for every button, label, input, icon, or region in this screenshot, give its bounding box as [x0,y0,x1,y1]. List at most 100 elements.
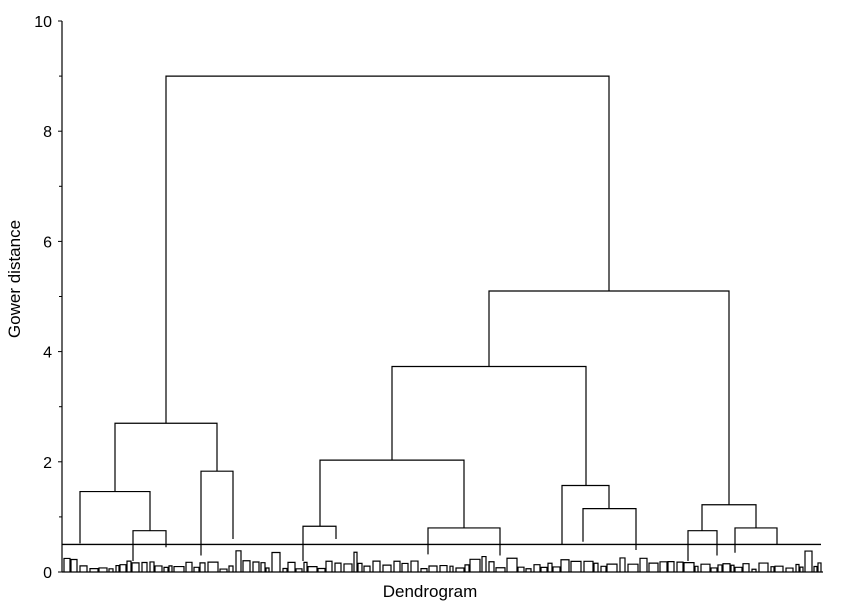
dendrogram-link [391,365,587,486]
dendrogram-link [168,565,173,572]
dendrogram-link [517,566,525,572]
dendrogram-link [357,562,363,572]
dendrogram-link [334,562,342,572]
dendrogram-link [804,550,813,572]
dendrogram-link [449,565,454,572]
dendrogram-link [488,561,495,572]
dendrogram-link [676,561,684,572]
dendrogram-link [540,566,548,572]
dendrogram-link [185,561,193,572]
dendrogram-link [561,484,610,545]
dendrogram-link [271,551,281,572]
dendrogram-link [687,530,718,561]
dendrogram-link [353,551,358,572]
dendrogram-link [317,567,326,572]
dendrogram-link [363,565,371,572]
y-tick-label: 2 [43,455,52,472]
dendrogram-link [742,563,750,572]
dendrogram-link [751,568,757,572]
dendrogram-link [173,565,185,572]
dendrogram-link [785,567,794,572]
dendrogram-tree [63,75,822,572]
dendrogram-link [207,561,219,572]
dendrogram-link [119,564,127,572]
dendrogram-link [200,470,234,556]
dendrogram-link [114,422,218,492]
dendrogram-link [252,561,260,572]
dendrogram-link [149,561,155,572]
dendrogram-link [667,561,675,572]
dendrogram-link [770,566,775,572]
dendrogram-link [307,566,318,572]
dendrogram-link [439,564,448,572]
dendrogram-link [570,560,582,572]
dendrogram-link [382,564,392,572]
dendrogram-link [701,504,757,531]
dendrogram-link [469,558,481,572]
dendrogram-link [343,563,353,572]
dendrogram-link [98,567,108,572]
dendrogram-link [495,567,506,572]
dendrogram-link [813,565,818,572]
dendrogram-link [583,560,594,572]
dendrogram-link [606,563,618,572]
dendrogram-link [282,567,288,572]
dendrogram-link [410,560,419,572]
dendrogram-link [420,568,428,572]
dendrogram-link [734,566,743,572]
dendrogram-link [126,560,132,572]
dendrogram-link [295,568,303,572]
dendrogram-link [287,561,296,572]
dendrogram-link [108,568,114,572]
dendrogram-link [265,567,270,572]
dendrogram-link [302,525,337,561]
dendrogram-link [70,558,78,572]
dendrogram-link [481,555,487,572]
dendrogram-link [163,566,169,572]
dendrogram-link [683,562,695,572]
dendrogram-link [722,563,731,572]
dendrogram-link [700,563,711,572]
dendrogram-link [260,562,266,572]
dendrogram-link [79,490,151,544]
dendrogram-link [600,565,607,572]
y-axis: 0 2 4 6 8 10 [34,14,823,582]
x-axis-title: Dendrogram [383,582,478,601]
dendrogram-link [242,560,251,572]
dendrogram-link [710,567,718,572]
dendrogram-link [627,563,639,572]
dendrogram-link [303,561,308,572]
dendrogram-link [560,559,570,572]
dendrogram-link [552,566,561,572]
y-axis-title: Gower distance [5,220,24,338]
dendrogram-link [235,550,242,572]
dendrogram-link [547,562,553,572]
dendrogram-link [193,566,200,572]
dendrogram-link [582,508,637,550]
dendrogram-link [506,557,518,572]
dendrogram-link [455,567,465,572]
dendrogram-link [533,564,541,572]
dendrogram-link [593,562,599,572]
dendrogram-link [401,562,409,572]
dendrogram-link [199,562,206,572]
dendrogram-link [219,568,228,572]
y-tick-label: 4 [43,345,52,362]
dendrogram-link [619,557,626,572]
dendrogram-link [488,290,730,505]
dendrogram-link [132,530,167,561]
dendrogram-link [372,560,381,572]
dendrogram-link [799,566,804,572]
dendrogram-link [393,560,401,572]
dendrogram-link [228,565,234,572]
y-tick-label: 8 [43,124,52,141]
dendrogram-link [648,562,659,572]
dendrogram-link [325,560,333,572]
dendrogram-link [79,565,88,572]
dendrogram-link [734,527,778,553]
dendrogram-link [154,565,163,572]
y-tick-label: 6 [43,234,52,251]
dendrogram-link [525,568,532,572]
dendrogram-link [730,564,735,572]
